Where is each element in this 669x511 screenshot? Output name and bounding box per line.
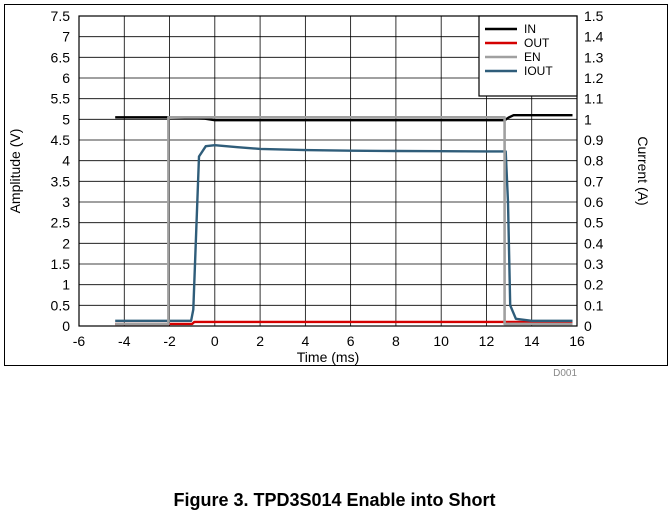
y-tick-label: 7.5 <box>51 8 71 24</box>
y2-axis-title: Current (A) <box>635 136 651 205</box>
y-tick-label: 6.5 <box>51 49 71 65</box>
y-tick-label: 4 <box>62 153 70 169</box>
series-line-out <box>115 320 573 326</box>
x-tick-label: -2 <box>163 333 176 349</box>
y-tick-labels: 0 0.5 1 1.5 2 2.5 3 3.5 4 4.5 5 5.5 6 6.5 7 7.5 <box>51 8 71 334</box>
y2-tick-label: 1.4 <box>584 29 604 45</box>
legend-label-out: OUT <box>524 36 550 50</box>
x-tick-label: 8 <box>392 333 400 349</box>
y-tick-label: 1.5 <box>51 256 71 272</box>
y-tick-label: 1 <box>62 277 70 293</box>
y2-tick-label: 0.8 <box>584 153 604 169</box>
series-layer <box>115 113 573 326</box>
x-tick-label: 6 <box>347 333 355 349</box>
x-tick-label: 2 <box>256 333 264 349</box>
plot-area-border <box>78 15 578 327</box>
y-tick-label: 5 <box>62 111 70 127</box>
y-tick-label: 5.5 <box>51 91 71 107</box>
y-axis-title: Amplitude (V) <box>7 129 23 214</box>
x-axis-title: Time (ms) <box>297 349 359 365</box>
y2-tick-label: 1.5 <box>584 8 604 24</box>
y2-tick-label: 0.9 <box>584 132 604 148</box>
y-tick-label: 0.5 <box>51 297 71 313</box>
x-tick-label: 10 <box>433 333 449 349</box>
series-line-en <box>115 116 573 326</box>
y2-tick-label: 1 <box>584 111 592 127</box>
figure-frame <box>4 4 668 366</box>
y-tick-label: 4.5 <box>51 132 71 148</box>
y2-tick-label: 0.3 <box>584 256 604 272</box>
y-tick-label: 7 <box>62 29 70 45</box>
y-tick-label: 2.5 <box>51 215 71 231</box>
y2-tick-label: 0 <box>584 318 592 334</box>
y-tick-label: 3.5 <box>51 173 71 189</box>
y2-tick-label: 0.7 <box>584 173 604 189</box>
figure-caption: Figure 3. TPD3S014 Enable into Short <box>173 490 496 510</box>
legend-label-in: IN <box>524 22 536 36</box>
y2-tick-label: 0.6 <box>584 194 604 210</box>
y2-tick-label: 1.1 <box>584 91 604 107</box>
x-tick-labels: -6 -4 -2 0 2 4 6 8 10 12 14 16 <box>73 333 585 349</box>
y2-tick-labels: 0 0.1 0.2 0.3 0.4 0.5 0.6 0.7 0.8 0.9 1 1.1 1.2 1.3 1.… <box>584 8 604 334</box>
x-tick-label: 0 <box>211 333 219 349</box>
legend-label-iout: IOUT <box>524 64 553 78</box>
y2-tick-label: 0.1 <box>584 297 604 313</box>
x-tick-label: 16 <box>569 333 585 349</box>
y2-tick-label: 1.2 <box>584 70 604 86</box>
y-tick-label: 6 <box>62 70 70 86</box>
y-tick-label: 3 <box>62 194 70 210</box>
x-tick-label: 12 <box>479 333 495 349</box>
y2-tick-label: 0.5 <box>584 215 604 231</box>
y2-tick-label: 0.4 <box>584 235 604 251</box>
y-tick-label: 0 <box>62 318 70 334</box>
y-tick-label: 2 <box>62 235 70 251</box>
figure-tag: D001 <box>553 368 577 379</box>
x-tick-label: 14 <box>524 333 540 349</box>
y2-tick-label: 0.2 <box>584 277 604 293</box>
y2-tick-label: 1.3 <box>584 49 604 65</box>
x-tick-label: -4 <box>118 333 131 349</box>
x-tick-label: 4 <box>301 333 309 349</box>
x-tick-label: -6 <box>73 333 86 349</box>
legend-label-en: EN <box>524 50 541 64</box>
series-line-iout <box>115 143 573 322</box>
